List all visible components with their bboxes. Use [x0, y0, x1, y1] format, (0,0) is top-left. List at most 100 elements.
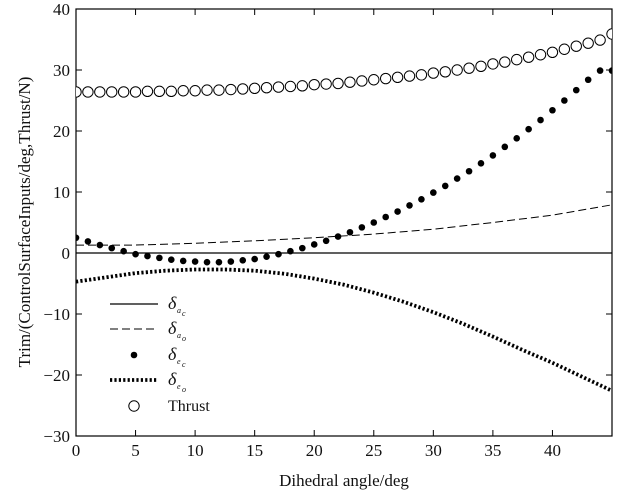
legend-subsubscript: c	[182, 309, 186, 318]
legend-swatch-circle	[128, 400, 140, 412]
data-point-open	[260, 81, 273, 94]
data-point-open	[117, 86, 130, 98]
data-point-filled	[299, 244, 306, 252]
data-point-open	[439, 66, 451, 78]
data-point-open	[272, 81, 285, 93]
legend-swatch-dot	[130, 351, 138, 359]
data-point-filled	[275, 250, 282, 258]
data-point-open	[511, 53, 523, 66]
data-point-open	[570, 40, 582, 52]
data-point-open	[391, 71, 404, 84]
data-point-open	[213, 84, 225, 96]
legend-subsubscript: c	[182, 360, 186, 369]
data-point-open	[546, 46, 559, 59]
y-axis-title: Trim/(ControlSurfaceInputs/deg,Thrust/N)	[15, 77, 34, 368]
data-point-filled	[132, 250, 139, 258]
x-tick-label: 15	[246, 441, 263, 460]
data-point-open	[499, 56, 511, 68]
data-point-filled	[120, 247, 127, 255]
data-point-filled	[418, 196, 425, 203]
data-point-filled	[477, 160, 485, 167]
data-point-filled	[310, 241, 318, 248]
data-point-filled	[144, 252, 151, 260]
x-tick-label: 35	[484, 441, 501, 460]
data-point-open	[129, 86, 142, 98]
data-point-open	[415, 69, 428, 81]
data-point-open	[82, 86, 94, 98]
data-point-open	[332, 77, 344, 90]
data-point-open	[463, 62, 475, 74]
series-2	[76, 67, 612, 266]
data-point-filled	[251, 255, 258, 263]
data-point-filled	[215, 258, 223, 266]
data-point-open	[225, 83, 237, 96]
data-point-filled	[227, 258, 235, 265]
data-point-open	[427, 67, 440, 79]
y-tick-label: −30	[43, 427, 70, 446]
series-1	[76, 204, 612, 246]
series-4	[76, 28, 612, 98]
data-point-filled	[501, 143, 509, 151]
y-tick-label: −10	[43, 305, 70, 324]
legend-entry: Thrust	[128, 398, 210, 415]
data-point-filled	[465, 167, 473, 175]
data-point-filled	[608, 67, 612, 74]
legend-subscript: a	[177, 306, 181, 315]
data-point-open	[141, 85, 154, 98]
legend-subscript: a	[177, 331, 181, 340]
x-tick-label: 30	[425, 441, 442, 460]
y-tick-label: 0	[62, 244, 71, 263]
data-point-open	[606, 28, 612, 40]
data-point-filled	[239, 257, 247, 264]
data-point-open	[379, 72, 392, 85]
x-tick-label: 25	[365, 441, 382, 460]
data-point-filled	[441, 182, 449, 190]
data-point-open	[284, 80, 297, 93]
data-point-open	[451, 64, 463, 76]
data-point-open	[237, 83, 249, 95]
x-tick-label: 0	[72, 441, 81, 460]
data-point-open	[308, 78, 320, 91]
data-point-filled	[406, 202, 413, 209]
x-axis-title: Dihedral angle/deg	[279, 471, 409, 490]
data-point-filled	[322, 237, 330, 245]
data-point-open	[522, 51, 535, 63]
data-point-open	[582, 37, 594, 49]
legend-label: δ	[168, 344, 177, 364]
legend-subsubscript: o	[182, 385, 186, 394]
data-point-open	[153, 85, 166, 98]
y-tick-label: −20	[43, 366, 70, 385]
data-point-filled	[453, 175, 461, 182]
data-point-open	[344, 76, 356, 88]
data-point-filled	[430, 189, 437, 196]
data-point-filled	[156, 254, 163, 262]
data-point-open	[368, 74, 380, 86]
data-point-filled	[370, 219, 378, 226]
data-point-filled	[394, 208, 401, 215]
data-point-filled	[287, 247, 294, 255]
data-point-open	[320, 78, 332, 90]
data-point-filled	[84, 238, 92, 245]
data-point-open	[177, 85, 189, 97]
data-point-filled	[525, 125, 532, 133]
legend-label: δ	[168, 369, 177, 389]
data-point-open	[106, 86, 118, 98]
data-point-filled	[76, 234, 80, 242]
data-point-filled	[179, 257, 187, 265]
data-point-open	[165, 85, 177, 98]
x-tick-label: 10	[187, 441, 204, 460]
y-tick-label: 40	[53, 0, 70, 19]
data-point-open	[201, 84, 213, 96]
y-tick-label: 20	[53, 122, 70, 141]
data-point-filled	[382, 213, 389, 221]
data-point-open	[356, 75, 368, 87]
data-point-filled	[358, 224, 366, 231]
legend-subscript: e	[177, 357, 181, 366]
data-point-filled	[537, 116, 544, 124]
